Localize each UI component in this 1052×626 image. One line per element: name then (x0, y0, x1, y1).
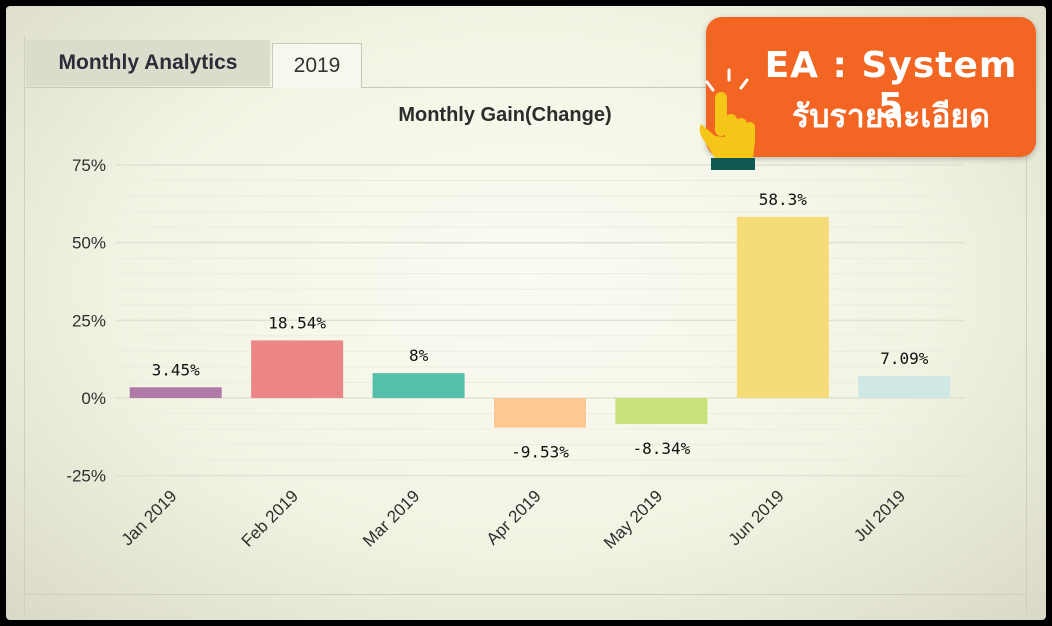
x-tick-label: Mar 2019 (359, 486, 423, 550)
data-label: 18.54% (268, 313, 326, 332)
data-label: -8.34% (633, 439, 691, 458)
y-tick-label: 50% (72, 234, 106, 253)
y-axis-ticks: 75% 50% 25% 0% -25% (66, 156, 106, 486)
y-tick-label: 75% (72, 156, 106, 175)
x-tick-label: Feb 2019 (238, 486, 302, 550)
x-tick-label: Jan 2019 (118, 486, 181, 549)
y-tick-label: -25% (66, 467, 106, 486)
promo-title: EA : System 5 (764, 45, 1018, 127)
x-tick-label: Apr 2019 (483, 486, 545, 548)
bar[interactable] (251, 340, 344, 398)
bar[interactable] (372, 373, 465, 398)
bar[interactable] (736, 216, 829, 398)
x-tick-label: May 2019 (600, 486, 666, 552)
tab-2019[interactable]: 2019 (272, 43, 362, 88)
data-label: -9.53% (511, 443, 569, 462)
chart-title: Monthly Gain(Change) (398, 104, 612, 126)
panel-bottom-border (24, 594, 1027, 595)
promo-banner[interactable]: EA : System 5 รับรายละเอียด (706, 17, 1036, 157)
panel-left-border (24, 36, 25, 614)
bar[interactable] (494, 398, 586, 428)
data-label: 58.3% (759, 190, 808, 209)
data-label: 3.45% (152, 360, 201, 379)
tab-bar: Monthly Analytics 2019 (26, 40, 1026, 88)
promo-subtitle: รับรายละเอียด (792, 97, 990, 135)
data-label: 8% (409, 346, 429, 365)
chart-bars (129, 216, 951, 428)
bar[interactable] (615, 398, 708, 424)
tab-monthly-analytics[interactable]: Monthly Analytics (26, 40, 270, 86)
panel-right-border (1026, 36, 1027, 614)
y-tick-label: 0% (81, 389, 106, 408)
data-labels: 3.45% 18.54% 8% -9.53% -8.34% 58.3% 7.09% (152, 190, 929, 462)
bar[interactable] (858, 375, 951, 398)
pointing-hand-icon (699, 68, 755, 170)
x-tick-label: Jul 2019 (850, 486, 909, 545)
x-axis-ticks: Jan 2019 Feb 2019 Mar 2019 Apr 2019 May 2019… (118, 486, 909, 552)
bar[interactable] (129, 387, 222, 398)
chart-gridlines (115, 164, 965, 477)
x-tick-label: Jun 2019 (725, 486, 788, 549)
data-label: 7.09% (880, 349, 929, 368)
y-tick-label: 25% (72, 311, 106, 330)
